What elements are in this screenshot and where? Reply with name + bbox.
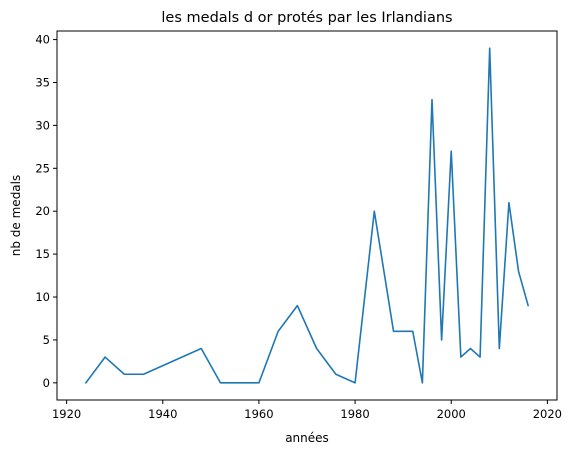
x-tick-label: 2020 <box>533 407 562 421</box>
x-tick-label: 1940 <box>148 407 177 421</box>
x-axis-ticks: 1920 1940 1960 1980 2000 2020 <box>52 400 562 421</box>
x-tick-label: 1980 <box>340 407 369 421</box>
plot-frame <box>56 30 558 401</box>
x-tick-label: 1960 <box>244 407 273 421</box>
x-tick-label: 2000 <box>437 407 466 421</box>
y-tick-label: 5 <box>43 333 50 347</box>
y-tick-label: 10 <box>35 290 50 304</box>
y-axis-ticks: 0 5 10 15 20 25 30 35 40 <box>35 33 57 390</box>
x-tick-label: 1920 <box>52 407 81 421</box>
x-axis-label: années <box>285 431 329 445</box>
chart-title: les medals d or protés par les Irlandian… <box>161 10 452 26</box>
series-line <box>85 47 529 384</box>
y-tick-label: 35 <box>35 75 50 89</box>
y-tick-label: 25 <box>35 161 50 175</box>
y-tick-label: 20 <box>35 204 50 218</box>
y-tick-label: 40 <box>35 33 50 47</box>
y-tick-label: 30 <box>35 118 50 132</box>
y-tick-label: 15 <box>35 247 50 261</box>
y-axis-label: nb de medals <box>9 175 23 256</box>
y-tick-label: 0 <box>43 376 50 390</box>
